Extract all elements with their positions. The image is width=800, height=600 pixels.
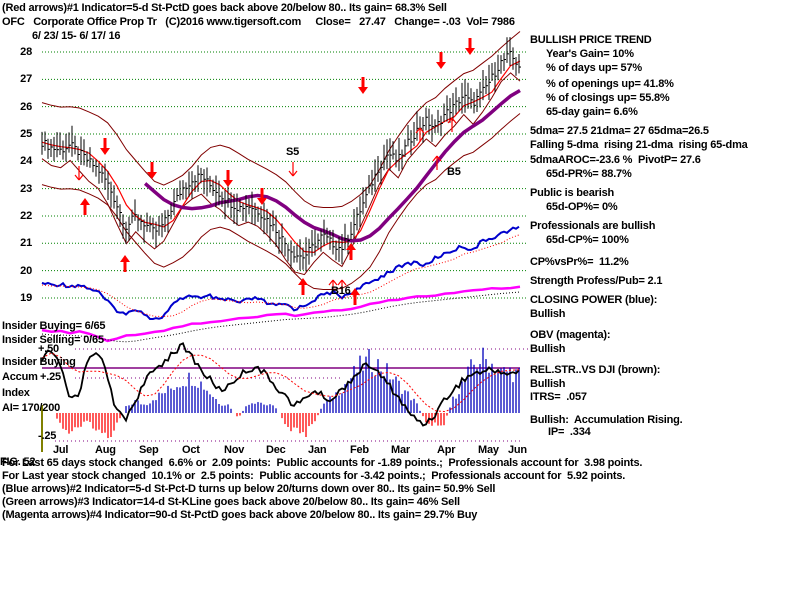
- analysis-line-2: % of days up= 57%: [546, 62, 642, 74]
- header-indicator1-line: (Red arrows)#1 Indicator=5-d St-PctD goe…: [2, 2, 447, 14]
- indicator-label-8: -.25: [38, 430, 57, 442]
- indicator-label-1: Insider Selling= 0/65: [2, 334, 104, 346]
- analysis-line-6: 5dma= 27.5 21dma= 27 65dma=26.5: [530, 125, 709, 137]
- analysis-line-21: Bullish: [530, 378, 566, 390]
- header-ticker-line: OFC Corporate Office Prop Tr (C)2016 www…: [2, 16, 515, 28]
- price-tick-23: 23: [20, 182, 32, 195]
- month-label-apr: Apr: [437, 444, 456, 456]
- analysis-line-23: Bullish: Accumulation Rising.: [530, 414, 683, 426]
- price-tick-20: 20: [20, 264, 32, 277]
- indicator-label-3: Insider Buying: [2, 356, 76, 368]
- indicator-label-6: Index: [2, 387, 30, 399]
- month-label-jul: Jul: [53, 444, 69, 456]
- indicator-label-0: Insider Buying= 6/65: [2, 320, 106, 332]
- footer-line-2: For Last year stock changed 10.1% or 2.5…: [2, 470, 626, 482]
- analysis-line-8: 5dmaAROC=-23.6 % PivotP= 27.6: [530, 154, 701, 166]
- analysis-line-11: 65d-OP%= 0%: [546, 201, 618, 213]
- analysis-line-19: Bullish: [530, 343, 566, 355]
- month-label-dec: Dec: [266, 444, 286, 456]
- signal-label-s5: S5: [286, 146, 300, 158]
- analysis-line-17: Bullish: [530, 308, 566, 320]
- price-tick-25: 25: [20, 127, 32, 140]
- footer-line-4: (Green arrows)#3 Indicator=14-d St-KLine…: [2, 496, 460, 508]
- indicator-label-4: Accum: [2, 371, 38, 383]
- month-label-aug: Aug: [95, 444, 116, 456]
- indicator-label-7: AI= 170/200: [2, 402, 61, 414]
- analysis-line-24: IP= .334: [548, 426, 591, 438]
- month-label-nov: Nov: [224, 444, 245, 456]
- footer-line-1: For Last 65 days stock changed 6.6% or 2…: [2, 457, 643, 469]
- analysis-line-9: 65d-PR%= 88.7%: [546, 168, 632, 180]
- price-tick-26: 26: [20, 100, 32, 113]
- price-tick-22: 22: [20, 209, 32, 222]
- analysis-line-14: CP%vsPr%= 11.2%: [530, 256, 629, 268]
- analysis-line-5: 65-day gain= 6.6%: [546, 106, 638, 118]
- month-label-mar: Mar: [391, 444, 410, 456]
- month-label-sep: Sep: [139, 444, 159, 456]
- month-label-jan: Jan: [308, 444, 327, 456]
- signal-label-b5: B5: [447, 166, 461, 178]
- analysis-line-18: OBV (magenta):: [530, 329, 611, 341]
- month-label-feb: Feb: [350, 444, 369, 456]
- price-tick-28: 28: [20, 46, 32, 58]
- footer-line-3: (Blue arrows)#2 Indicator=5-d St-Pct-D t…: [2, 483, 496, 495]
- price-tick-27: 27: [20, 73, 32, 86]
- analysis-line-22: ITRS= .057: [530, 391, 587, 403]
- figure-number-label: FIG. 52: [0, 456, 36, 468]
- analysis-line-13: 65d-CP%= 100%: [546, 234, 629, 246]
- month-label-oct: Oct: [182, 444, 200, 456]
- month-label-jun: Jun: [508, 444, 527, 456]
- analysis-line-15: Strength Profess/Pub= 2.1: [530, 275, 663, 287]
- signal-label-b16: B16: [331, 285, 351, 297]
- analysis-line-20: REL.STR..VS DJI (brown):: [530, 364, 661, 376]
- analysis-line-1: Year's Gain= 10%: [546, 48, 634, 60]
- indicator-label-2: +.50: [38, 343, 59, 355]
- analysis-line-3: % of openings up= 41.8%: [546, 78, 674, 90]
- price-tick-19: 19: [20, 291, 32, 304]
- analysis-line-16: CLOSING POWER (blue):: [530, 294, 658, 306]
- price-tick-21: 21: [20, 237, 32, 250]
- analysis-line-12: Professionals are bullish: [530, 220, 656, 232]
- month-label-may: May: [478, 444, 499, 456]
- price-tick-24: 24: [20, 155, 32, 168]
- analysis-line-10: Public is bearish: [530, 187, 615, 199]
- indicator-label-5: +.25: [40, 371, 61, 383]
- analysis-line-4: % of closings up= 55.8%: [546, 92, 670, 104]
- analysis-line-0: BULLISH PRICE TREND: [530, 34, 652, 46]
- footer-line-5: (Magenta arrows)#4 Indicator=90-d St-Pct…: [2, 509, 478, 521]
- analysis-line-7: Falling 5-dma rising 21-dma rising 65-dm…: [530, 139, 748, 151]
- header-date-range: 6/ 23/ 15- 6/ 17/ 16: [32, 30, 121, 42]
